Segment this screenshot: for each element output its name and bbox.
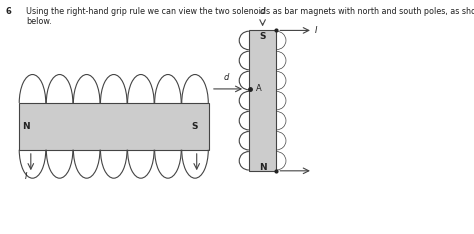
Bar: [19, 103, 209, 150]
Text: I: I: [25, 172, 27, 181]
Text: A: A: [256, 84, 262, 93]
Text: d: d: [260, 7, 265, 16]
Text: Using the right-hand grip rule we can view the two solenoids as bar magnets with: Using the right-hand grip rule we can vi…: [26, 7, 474, 26]
Text: N: N: [22, 122, 30, 131]
Text: 6: 6: [6, 7, 11, 16]
Text: d: d: [224, 73, 229, 82]
Bar: [249, 30, 276, 171]
Text: S: S: [191, 122, 198, 131]
Text: S: S: [259, 32, 266, 41]
Text: N: N: [259, 163, 266, 172]
Text: I: I: [315, 26, 318, 35]
